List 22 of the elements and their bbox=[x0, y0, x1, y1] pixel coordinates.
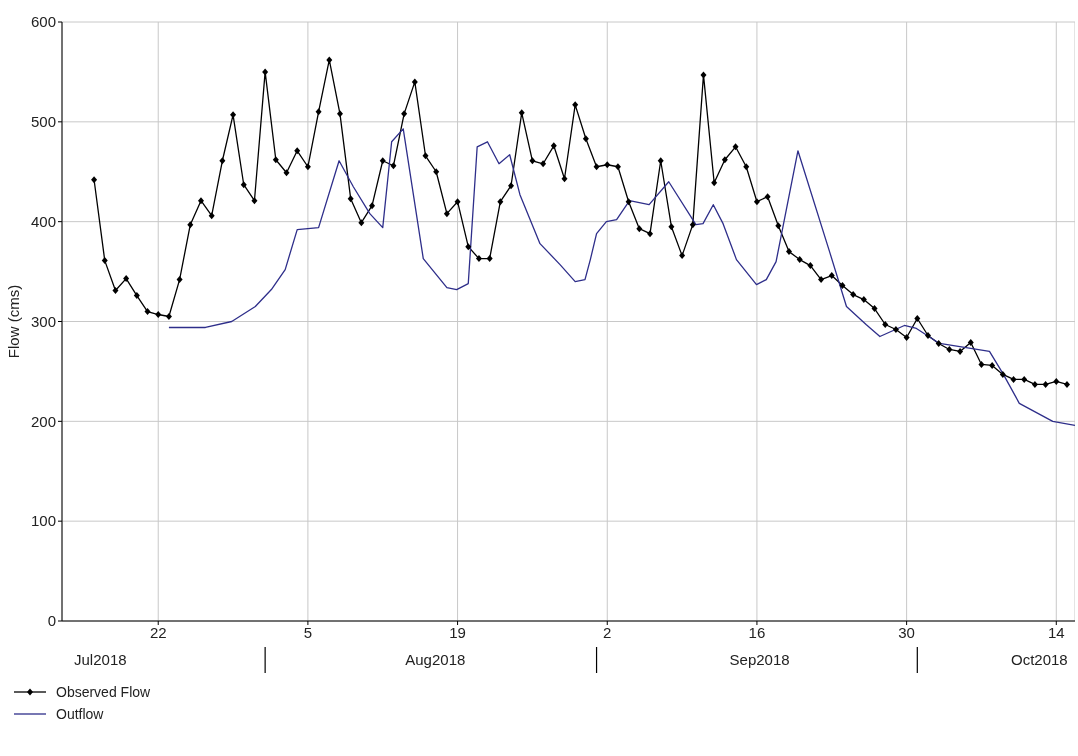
y-tick-label: 300 bbox=[30, 312, 56, 330]
legend-label: Observed Flow bbox=[56, 683, 151, 702]
y-tick-label: 600 bbox=[30, 13, 56, 31]
x2-tick-label: Jul2018 bbox=[74, 651, 127, 668]
x2-tick-label: Aug2018 bbox=[405, 651, 466, 668]
line-series bbox=[168, 128, 1075, 426]
x-tick-label: 2 bbox=[603, 623, 612, 641]
x-tick-label: 14 bbox=[1047, 623, 1065, 641]
y-tick-label: 0 bbox=[47, 612, 56, 630]
x2-tick-label: Oct2018 bbox=[1011, 651, 1068, 668]
x2-tick-label: Sep2018 bbox=[729, 651, 790, 668]
x-tick-label: 16 bbox=[748, 623, 766, 641]
x-tick-label: 5 bbox=[303, 623, 313, 641]
y-tick-label: 200 bbox=[30, 412, 56, 430]
y-tick-label: 500 bbox=[30, 113, 56, 131]
x-tick-label: 30 bbox=[898, 623, 915, 641]
y-axis-title: Flow (cms) bbox=[5, 284, 23, 359]
y-tick-label: 400 bbox=[30, 212, 56, 230]
x-tick-label: 22 bbox=[149, 623, 167, 641]
x-tick-label: 19 bbox=[449, 623, 466, 641]
y-tick-label: 100 bbox=[30, 512, 56, 530]
legend-label: Outflow bbox=[56, 705, 104, 724]
